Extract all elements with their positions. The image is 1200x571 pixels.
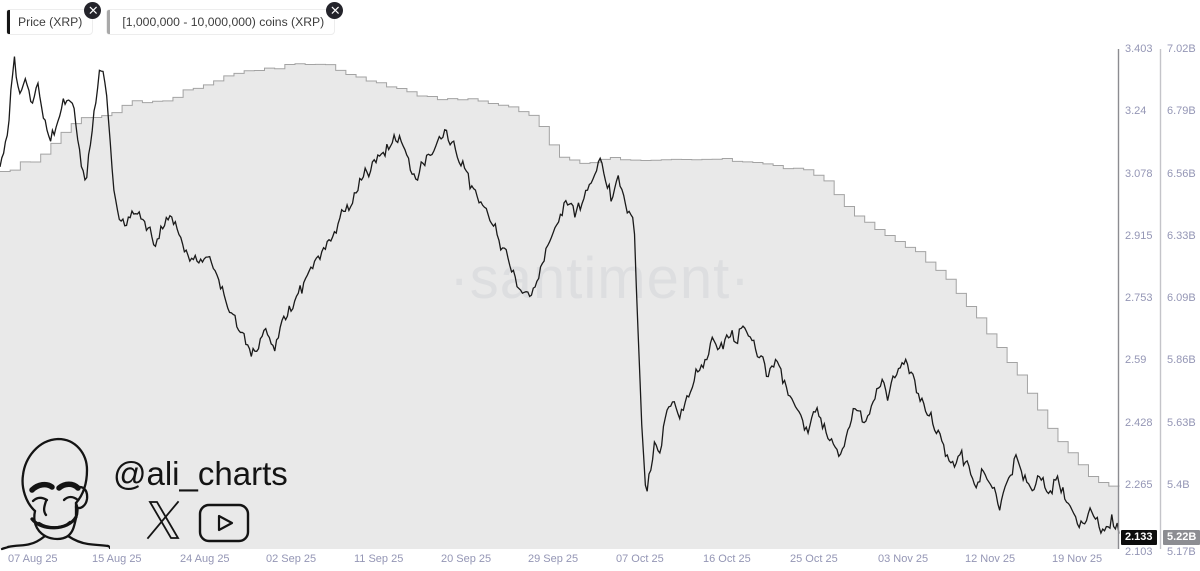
svg-text:·santiment·: ·santiment· (449, 246, 750, 311)
